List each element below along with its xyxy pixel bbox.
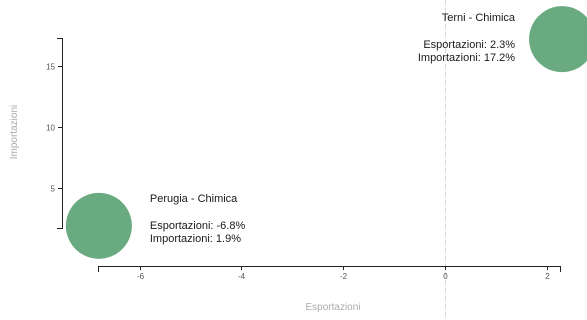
axes-layer: -6 -4 -2 0 2 5 10 15 Esportazioni Importazioni xyxy=(9,38,561,313)
bubble-name-label: Terni - Chimica xyxy=(442,12,516,24)
bubble-name-label: Perugia - Chimica xyxy=(150,193,238,205)
y-axis-title: Importazioni xyxy=(9,105,20,159)
x-tick-label: -6 xyxy=(137,272,145,281)
bubble-export-label: Esportazioni: 2.3% xyxy=(423,39,515,51)
x-tick-label: 0 xyxy=(443,272,448,281)
y-tick-label: 5 xyxy=(51,185,56,194)
bubbles-layer xyxy=(65,6,587,259)
x-axis-title: Esportazioni xyxy=(305,302,360,313)
bubble-export-label: Esportazioni: -6.8% xyxy=(150,220,246,232)
bubble-terni-chimica[interactable] xyxy=(529,6,587,73)
x-tick-label: 2 xyxy=(545,272,550,281)
y-tick-label: 15 xyxy=(46,63,55,72)
bubble-import-label: Importazioni: 17.2% xyxy=(418,52,515,64)
x-axis-ticks: -6 -4 -2 0 2 xyxy=(137,266,550,281)
y-axis-ticks: 5 10 15 xyxy=(46,63,62,194)
x-tick-label: -2 xyxy=(340,272,348,281)
x-tick-label: -4 xyxy=(238,272,246,281)
bubble-import-label: Importazioni: 1.9% xyxy=(150,233,241,245)
bubble-perugia-chimica[interactable] xyxy=(65,192,132,259)
y-tick-label: 10 xyxy=(46,124,55,133)
